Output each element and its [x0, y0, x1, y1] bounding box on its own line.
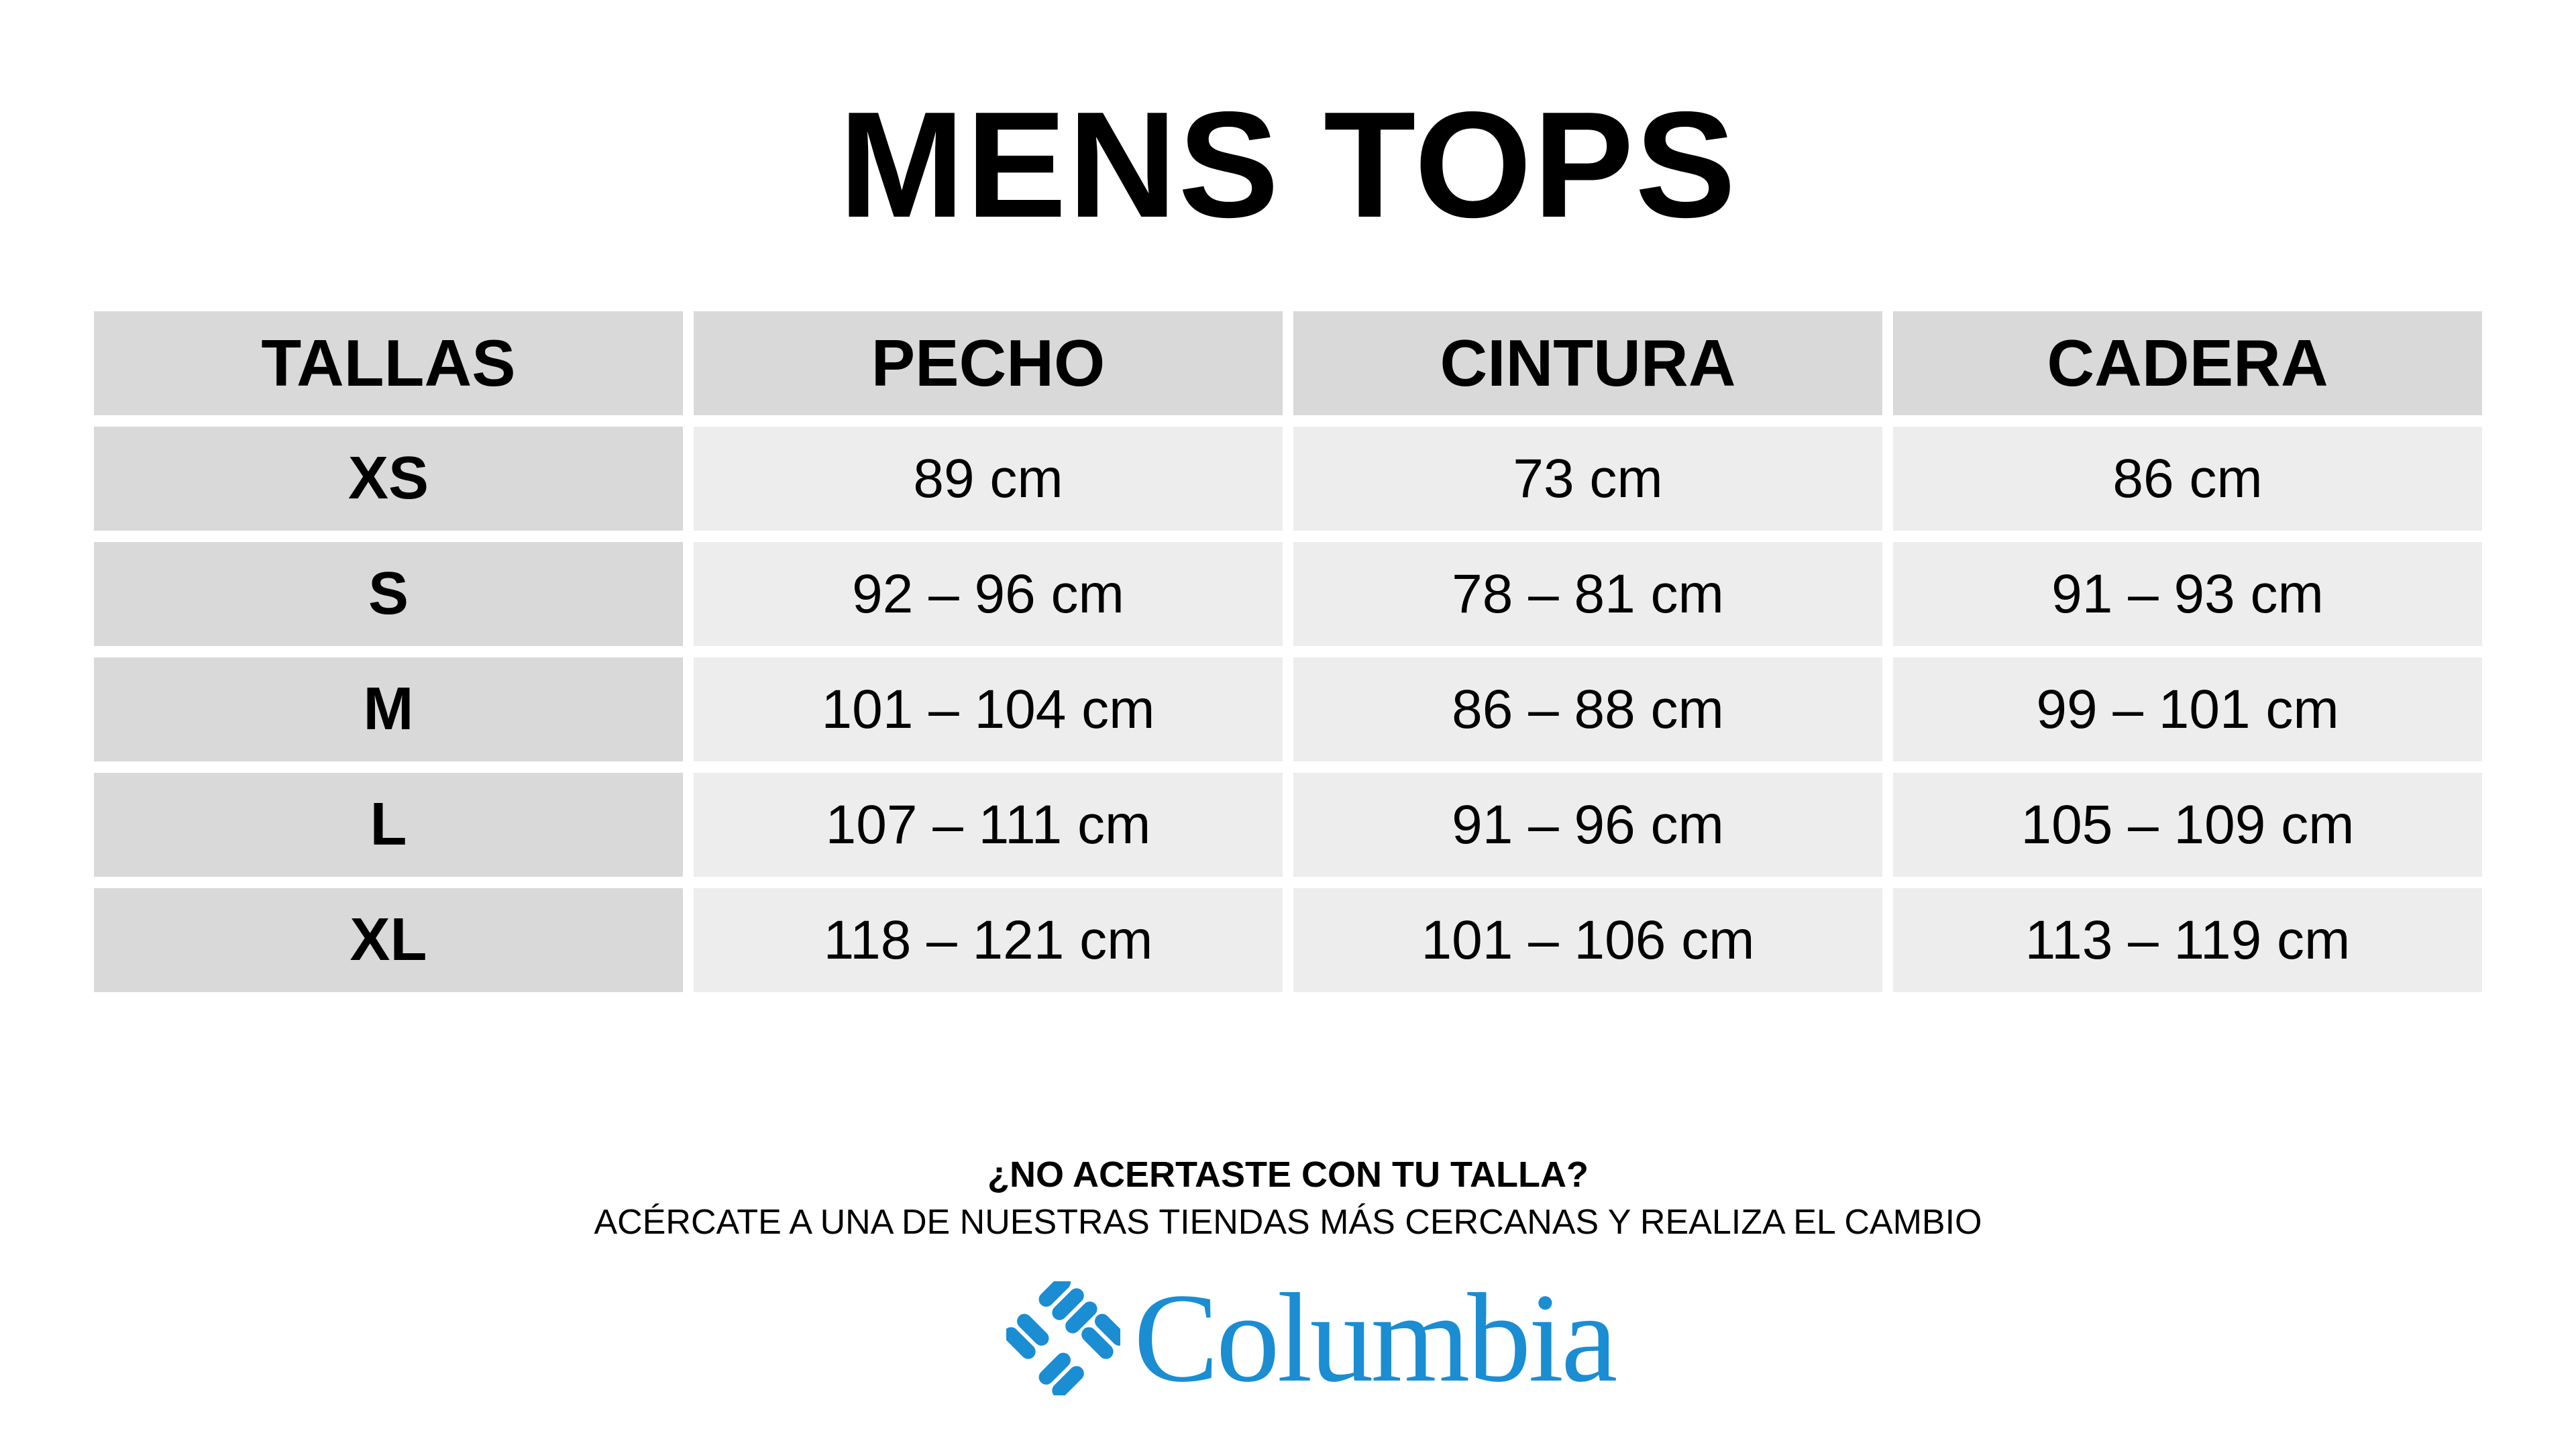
- measurement-cell: 92 – 96 cm: [694, 542, 1283, 646]
- brand-logo: Columbia: [1006, 1268, 1617, 1409]
- measurement-cell: 113 – 119 cm: [1893, 888, 2482, 992]
- footer-question: ¿NO ACERTASTE CON TU TALLA?: [987, 1155, 1589, 1195]
- measurement-cell: 99 – 101 cm: [1893, 657, 2482, 761]
- size-table: TALLAS PECHO CINTURA CADERA XS 89 cm 73 cm 86 c…: [94, 311, 2482, 992]
- columbia-diamond-logo-icon: [1006, 1281, 1120, 1395]
- page-title: MENS TOPS: [839, 80, 1737, 249]
- measurement-cell: 101 – 106 cm: [1293, 888, 1882, 992]
- column-header: CINTURA: [1293, 311, 1882, 415]
- measurement-cell: 91 – 93 cm: [1893, 542, 2482, 646]
- measurement-cell: 101 – 104 cm: [694, 657, 1283, 761]
- measurement-cell: 105 – 109 cm: [1893, 773, 2482, 877]
- size-label: L: [94, 773, 683, 877]
- column-header: PECHO: [694, 311, 1283, 415]
- size-label: S: [94, 542, 683, 646]
- measurement-cell: 107 – 111 cm: [694, 773, 1283, 877]
- measurement-cell: 91 – 96 cm: [1293, 773, 1882, 877]
- column-header: TALLAS: [94, 311, 683, 415]
- size-label: M: [94, 657, 683, 761]
- column-header: CADERA: [1893, 311, 2482, 415]
- measurement-cell: 86 – 88 cm: [1293, 657, 1882, 761]
- footer-message: ACÉRCATE A UNA DE NUESTRAS TIENDAS MÁS C…: [594, 1203, 1982, 1242]
- size-label: XL: [94, 888, 683, 992]
- measurement-cell: 89 cm: [694, 427, 1283, 531]
- measurement-cell: 78 – 81 cm: [1293, 542, 1882, 646]
- brand-name: Columbia: [1134, 1268, 1617, 1409]
- measurement-cell: 73 cm: [1293, 427, 1882, 531]
- measurement-cell: 118 – 121 cm: [694, 888, 1283, 992]
- size-label: XS: [94, 427, 683, 531]
- measurement-cell: 86 cm: [1893, 427, 2482, 531]
